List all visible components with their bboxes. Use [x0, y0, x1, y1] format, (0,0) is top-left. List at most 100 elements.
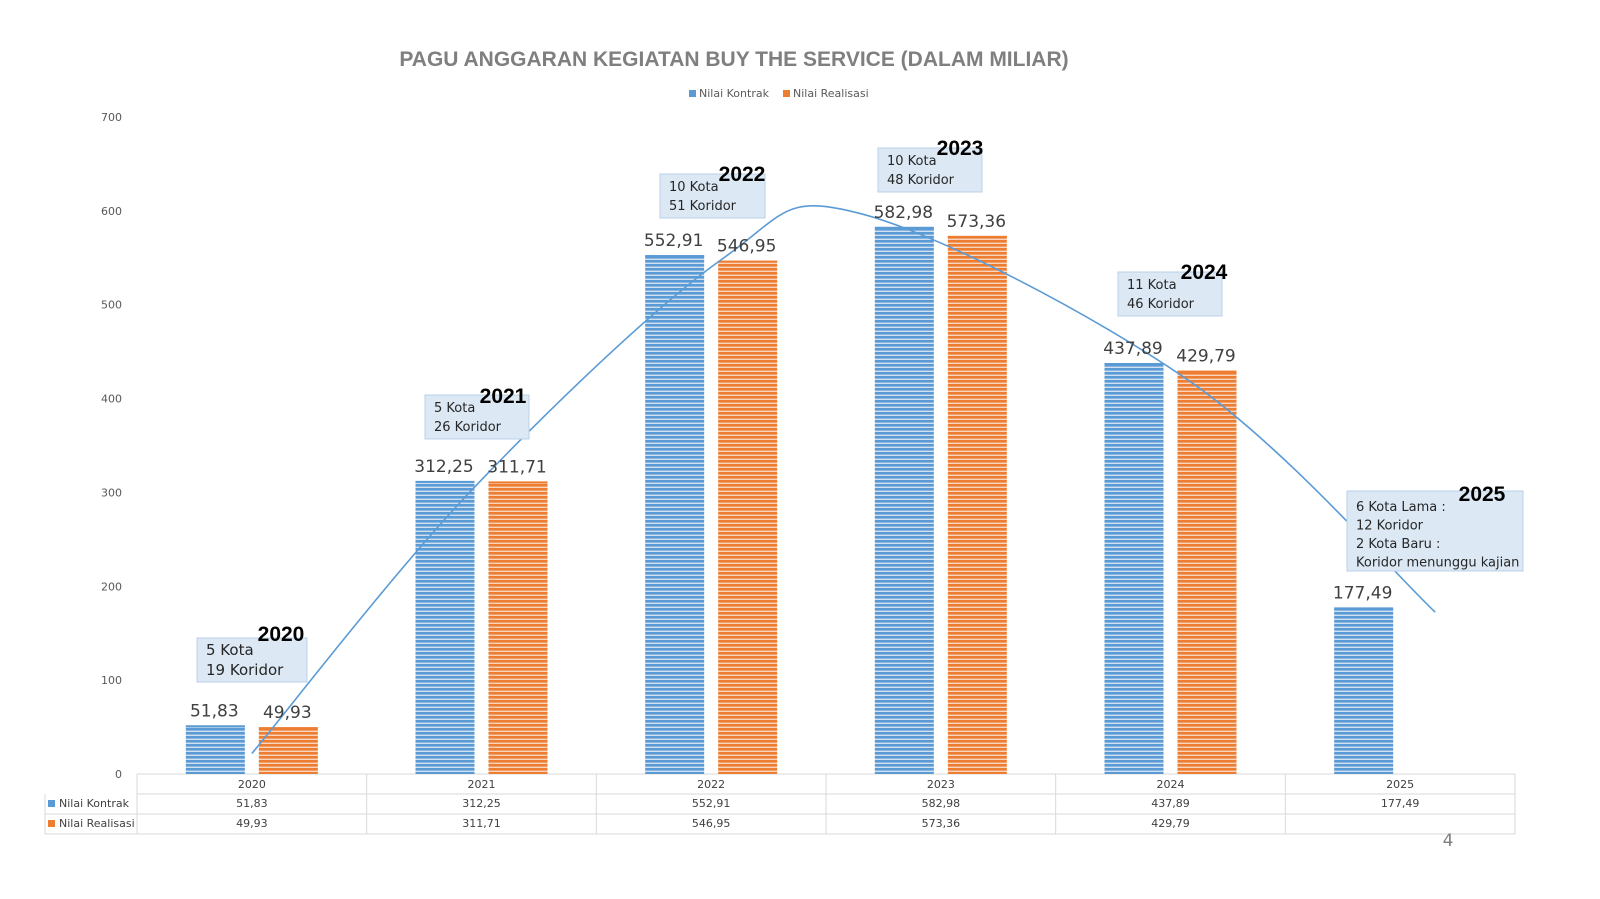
trend-curve — [251, 205, 1436, 755]
table-swatch-kontrak — [48, 800, 55, 807]
legend-label-realisasi: Nilai Realisasi — [793, 87, 869, 100]
callout-line: 6 Kota Lama : — [1356, 500, 1446, 515]
legend-swatch-kontrak — [689, 90, 696, 97]
legend-swatch-realisasi — [783, 90, 790, 97]
y-tick-label: 300 — [101, 486, 122, 499]
chart-title: PAGU ANGGARAN KEGIATAN BUY THE SERVICE (… — [399, 48, 1068, 71]
callout-year: 2020 — [258, 623, 305, 646]
bar-nilai-realisasi — [488, 481, 548, 774]
data-table-grid — [44, 773, 1516, 835]
data-label: 437,89 — [1103, 339, 1162, 359]
bar-nilai-realisasi — [258, 727, 318, 774]
data-labels: 51,83 49,93 312,25 311,71 552,91 546,95 582,98… — [190, 203, 1392, 723]
bar-top-edge — [947, 235, 1007, 238]
bar-top-edge — [645, 255, 705, 258]
x-tick-label: 2023 — [927, 778, 955, 791]
bar-top-edge — [415, 480, 475, 483]
data-label: 51,83 — [190, 701, 239, 721]
bar-nilai-realisasi — [947, 235, 1007, 774]
y-tick-label: 500 — [101, 299, 122, 312]
bar-nilai-realisasi — [718, 260, 778, 775]
page-number: 4 — [1443, 831, 1454, 851]
trend-line — [251, 205, 1436, 755]
table-cell: 311,71 — [462, 817, 501, 830]
table-cell: 552,91 — [692, 797, 731, 810]
callout-line: 51 Koridor — [669, 199, 737, 214]
table-cell: 546,95 — [692, 817, 731, 830]
callout-year: 2025 — [1459, 483, 1506, 506]
data-label: 546,95 — [717, 237, 776, 257]
callout-year: 2023 — [937, 137, 984, 160]
bar-nilai-kontrak — [874, 226, 934, 774]
data-label: 429,79 — [1176, 347, 1235, 367]
x-tick-label: 2024 — [1157, 778, 1185, 791]
callout-line: 12 Koridor — [1356, 519, 1424, 534]
callout-line: 46 Koridor — [1127, 297, 1195, 312]
callout-box — [1346, 490, 1524, 572]
bar-nilai-kontrak — [1334, 607, 1394, 774]
table-cell: 51,83 — [236, 797, 268, 810]
bar-top-edge — [1104, 363, 1164, 366]
callout-line: 48 Koridor — [887, 173, 955, 188]
callout-line: 10 Kota — [887, 154, 937, 169]
bar-nilai-kontrak — [645, 255, 705, 775]
y-axis: 0 100 200 300 400 500 600 700 — [101, 111, 122, 781]
y-tick-label: 600 — [101, 205, 122, 218]
table-cell: 312,25 — [462, 797, 501, 810]
table-cell: 429,79 — [1151, 817, 1190, 830]
x-tick-label: 2025 — [1386, 778, 1414, 791]
table-cell: 582,98 — [922, 797, 961, 810]
bar-nilai-kontrak — [1104, 363, 1164, 774]
callout-line: 5 Kota — [206, 641, 254, 659]
callout-box — [424, 394, 530, 440]
data-label: 552,91 — [644, 231, 703, 251]
data-table: Nilai Kontrak Nilai Realisasi 2020 51,83 4… — [48, 778, 1419, 830]
data-label: 573,36 — [947, 212, 1006, 232]
table-cell: 49,93 — [236, 817, 268, 830]
callout-box — [196, 637, 308, 683]
bar-nilai-realisasi — [1177, 370, 1237, 774]
y-tick-label: 700 — [101, 111, 122, 124]
data-label: 49,93 — [263, 703, 312, 723]
callout-line: 2 Kota Baru : — [1356, 537, 1440, 552]
callout-box — [877, 147, 983, 193]
callout-line: 11 Kota — [1127, 278, 1177, 293]
bar-top-edge — [258, 727, 318, 730]
table-row-label-kontrak: Nilai Kontrak — [59, 797, 130, 810]
callout-box — [659, 173, 766, 219]
y-tick-label: 0 — [115, 768, 122, 781]
bar-top-edge — [718, 260, 778, 263]
x-tick-label: 2020 — [238, 778, 266, 791]
callout-year: 2024 — [1181, 261, 1228, 284]
y-tick-label: 400 — [101, 393, 122, 406]
callout-year: 2022 — [719, 163, 766, 186]
bar-top-edge — [1334, 607, 1394, 610]
callout-year: 2021 — [480, 385, 527, 408]
bar-top-edge — [488, 481, 548, 484]
bar-nilai-kontrak — [415, 480, 475, 774]
table-row-label-realisasi: Nilai Realisasi — [59, 817, 135, 830]
callout-line: 26 Koridor — [434, 420, 502, 435]
x-tick-label: 2021 — [468, 778, 496, 791]
callout-2021: 2021 5 Kota 26 Koridor — [424, 385, 530, 440]
callout-line: 19 Koridor — [206, 661, 284, 679]
callout-line: 10 Kota — [669, 180, 719, 195]
callout-box — [1117, 271, 1223, 317]
table-cell: 177,49 — [1381, 797, 1420, 810]
x-tick-label: 2022 — [697, 778, 725, 791]
data-label: 582,98 — [874, 203, 933, 223]
callout-2024: 2024 11 Kota 46 Koridor — [1117, 261, 1228, 317]
table-cell: 573,36 — [922, 817, 961, 830]
data-label: 177,49 — [1333, 583, 1392, 603]
callout-line: 5 Kota — [434, 401, 475, 416]
legend: Nilai Kontrak Nilai Realisasi — [689, 87, 869, 100]
bars — [185, 226, 1394, 775]
data-label: 311,71 — [487, 457, 546, 477]
bar-top-edge — [185, 725, 245, 728]
bar-nilai-kontrak — [185, 725, 245, 774]
callout-line: Koridor menunggu kajian — [1356, 556, 1519, 571]
table-swatch-realisasi — [48, 820, 55, 827]
